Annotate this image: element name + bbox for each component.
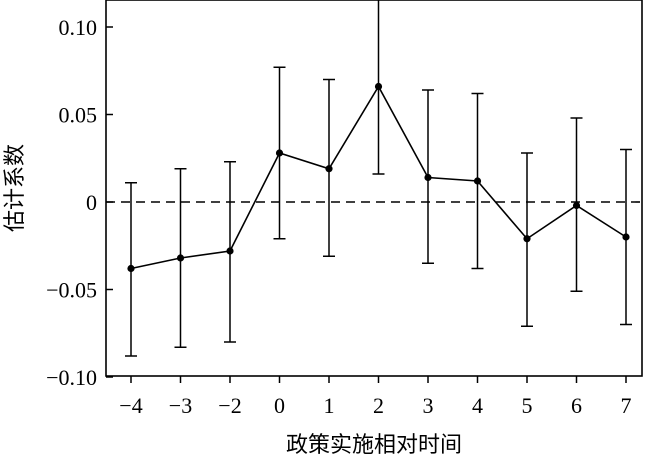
y-tick-label: −0.05	[46, 278, 97, 303]
data-point	[325, 165, 333, 173]
y-tick-label: 0.10	[59, 15, 98, 40]
y-tick-label: 0	[86, 190, 97, 215]
data-point	[374, 82, 383, 91]
data-point	[523, 235, 531, 243]
x-tick-label: 3	[423, 393, 434, 418]
x-tick-label: 2	[373, 393, 384, 418]
x-tick-label: 7	[621, 393, 632, 418]
data-point	[473, 177, 482, 185]
data-point	[275, 149, 284, 157]
x-tick-label: −4	[119, 393, 142, 418]
x-tick-label: 1	[324, 393, 335, 418]
x-tick-label: 6	[571, 393, 582, 418]
data-point	[424, 173, 432, 182]
plot-frame	[105, 0, 643, 377]
x-tick-label: −3	[169, 393, 192, 418]
y-axis-title: 估计系数	[3, 144, 28, 232]
data-point	[226, 247, 234, 255]
x-tick-label: 5	[522, 393, 533, 418]
data-point	[176, 254, 185, 262]
data-point	[622, 233, 630, 241]
data-point	[572, 201, 581, 210]
x-tick-label: 0	[274, 393, 285, 418]
data-point	[127, 264, 135, 273]
x-tick-label: −2	[218, 393, 241, 418]
x-axis-title: 政策实施相对时间	[286, 433, 462, 458]
y-tick-label: −0.10	[46, 365, 97, 390]
y-tick-label: 0.05	[59, 103, 98, 128]
x-tick-label: 4	[472, 393, 483, 418]
